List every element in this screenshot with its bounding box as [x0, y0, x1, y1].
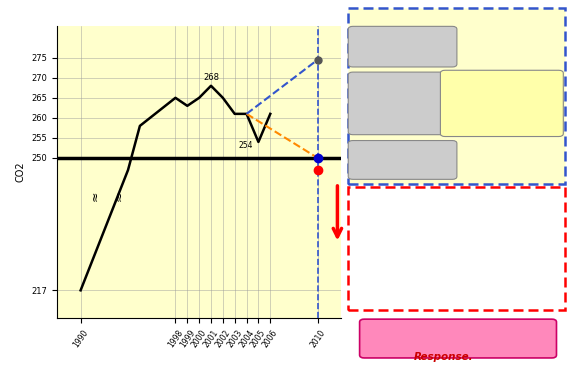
Text: ≈: ≈ — [88, 191, 101, 201]
Text: Response.: Response. — [414, 352, 474, 362]
Text: 268: 268 — [203, 73, 219, 82]
Text: ≈: ≈ — [112, 191, 125, 201]
Y-axis label: CO2: CO2 — [16, 162, 26, 182]
Text: 254: 254 — [238, 141, 253, 150]
